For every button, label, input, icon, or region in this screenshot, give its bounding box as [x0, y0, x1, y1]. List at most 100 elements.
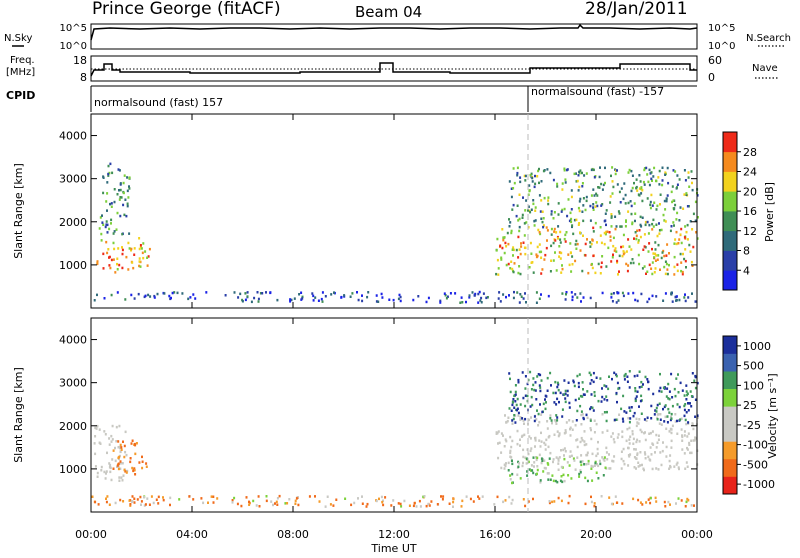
scatter-cell [536, 468, 539, 472]
scatter-cell [603, 242, 606, 246]
scatter-cell [503, 445, 506, 448]
scatter-cell [523, 422, 525, 425]
scatter-cell [321, 291, 324, 294]
scatter-cell [547, 472, 550, 475]
scatter-cell [627, 264, 630, 267]
scatter-cell [110, 440, 113, 443]
scatter-cell [496, 258, 499, 262]
scatter-cell [615, 225, 618, 228]
scatter-cell [639, 180, 642, 183]
scatter-cell [602, 474, 605, 477]
scatter-cell [584, 242, 587, 246]
scatter-cell [585, 463, 588, 466]
scatter-cell [121, 252, 124, 256]
scatter-cell [252, 499, 255, 503]
scatter-cell [549, 451, 552, 455]
scatter-cell [452, 500, 455, 504]
scatter-cell [621, 254, 624, 258]
scatter-cell [612, 236, 615, 240]
scatter-cell [518, 265, 521, 268]
scatter-cell [634, 212, 637, 215]
scatter-cell [686, 223, 689, 227]
scatter-cell [685, 398, 688, 401]
scatter-cell [569, 211, 572, 215]
scatter-cell [556, 381, 559, 385]
scatter-cell [650, 171, 653, 174]
scatter-cell [511, 472, 514, 476]
scatter-cell [276, 503, 279, 506]
colorbar-tick-label: 4 [743, 264, 750, 277]
scatter-cell [655, 467, 658, 470]
scatter-cell [571, 225, 573, 229]
scatter-cell [603, 459, 606, 462]
scatter-cell [555, 414, 558, 417]
scatter-cell [418, 499, 421, 503]
scatter-cell [124, 430, 127, 434]
y-tick-label: 3000 [59, 377, 87, 390]
scatter-cell [632, 414, 635, 418]
scatter-cell [666, 243, 669, 246]
scatter-cell [528, 418, 531, 422]
colorbar-swatch [723, 171, 737, 192]
scatter-cell [605, 385, 608, 388]
scatter-cell [121, 248, 124, 252]
scatter-cell [590, 168, 593, 172]
scatter-cell [523, 222, 526, 225]
scatter-cell [570, 454, 573, 458]
scatter-cell [543, 459, 546, 462]
scatter-cell [625, 219, 627, 222]
scatter-cell [629, 409, 632, 412]
scatter-cell [624, 202, 627, 205]
scatter-cell [530, 469, 532, 472]
scatter-cell [133, 497, 136, 500]
scatter-cell [656, 403, 659, 407]
scatter-cell [690, 260, 693, 264]
scatter-cell [375, 499, 378, 503]
scatter-cell [255, 504, 258, 507]
scatter-cell [537, 373, 540, 376]
scatter-cell [685, 266, 687, 269]
scatter-cell [590, 428, 592, 432]
scatter-cell [524, 179, 527, 182]
freq-label: Freq. [10, 55, 35, 66]
scatter-cell [248, 500, 250, 504]
scatter-cell [609, 467, 612, 470]
scatter-cell [658, 389, 661, 393]
scatter-cell [676, 461, 679, 465]
scatter-cell [678, 298, 681, 302]
scatter-cell [683, 193, 686, 196]
scatter-cell [614, 495, 617, 498]
scatter-cell [480, 296, 483, 300]
scatter-cell [655, 179, 658, 183]
scatter-cell [96, 260, 99, 263]
scatter-cell [664, 505, 667, 508]
scatter-cell [532, 456, 535, 459]
scatter-cell [647, 180, 650, 184]
scatter-cell [592, 226, 595, 230]
scatter-cell [119, 460, 122, 463]
scatter-cell [547, 478, 550, 481]
scatter-cell [532, 383, 535, 387]
scatter-cell [689, 220, 692, 223]
scatter-cell [289, 300, 292, 303]
scatter-cell [668, 397, 671, 401]
scatter-cell [646, 378, 649, 381]
scatter-cell [101, 214, 103, 217]
scatter-cell [569, 434, 572, 437]
scatter-cell [361, 299, 364, 303]
freq-units-label: [MHz] [6, 67, 35, 78]
scatter-cell [108, 264, 111, 267]
scatter-cell [514, 421, 517, 424]
scatter-cell [133, 442, 136, 446]
scatter-cell [585, 172, 588, 175]
scatter-cell [606, 399, 609, 402]
scatter-cell [613, 418, 616, 422]
scatter-cell [515, 403, 518, 407]
scatter-cell [93, 299, 96, 302]
scatter-cell [512, 246, 515, 249]
scatter-cell [564, 233, 567, 237]
scatter-cell [686, 392, 689, 395]
scatter-cell [544, 448, 547, 451]
scatter-cell [246, 295, 249, 298]
